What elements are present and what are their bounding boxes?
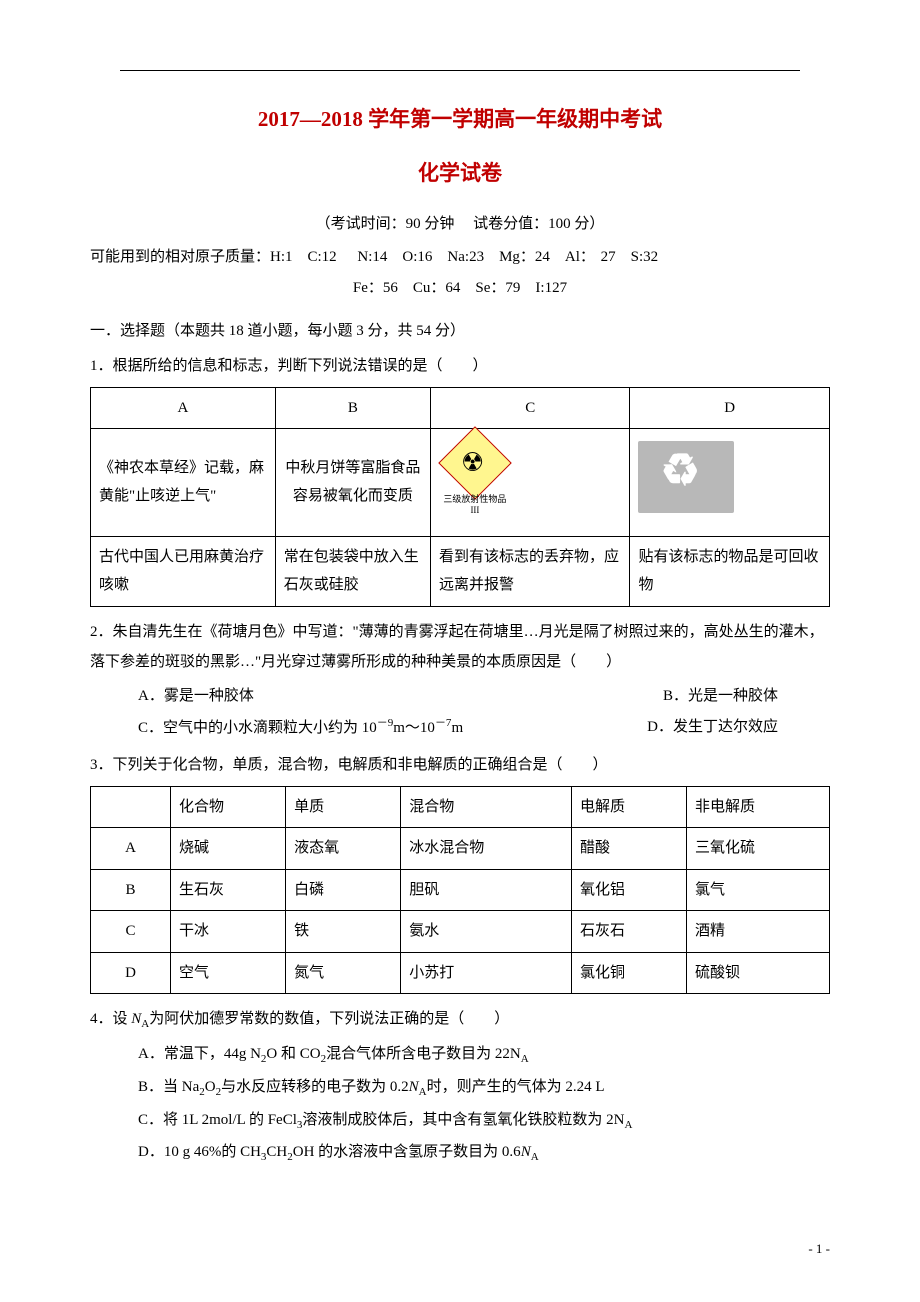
q1-header-D: D	[630, 387, 830, 429]
cell: 冰水混合物	[401, 828, 572, 870]
q3-D-lab: D	[91, 952, 171, 994]
q3-h0	[91, 786, 171, 828]
q3-h2: 单质	[286, 786, 401, 828]
table-row: A B C D	[91, 387, 830, 429]
q1-header-C: C	[430, 387, 630, 429]
q2-optD: D．发生丁达尔效应	[647, 714, 778, 742]
q4-optD: D．10 g 46%的 CH3CH2OH 的水溶液中含氢原子数目为 0.6NA	[138, 1139, 830, 1168]
cell: 液态氧	[286, 828, 401, 870]
q1-r1-B: 中秋月饼等富脂食品容易被氧化而变质	[275, 429, 430, 537]
q3-h5: 非电解质	[687, 786, 830, 828]
q2-optC: C．空气中的小水滴颗粒大小约为 10－9m～10－7m	[138, 714, 463, 742]
q3-h4: 电解质	[571, 786, 686, 828]
q2-opts-AB: A．雾是一种胶体 B．光是一种胶体	[138, 683, 830, 710]
cell: 氨水	[401, 911, 572, 953]
q3-table: 化合物 单质 混合物 电解质 非电解质 A 烧碱 液态氧 冰水混合物 醋酸 三氧…	[90, 786, 830, 995]
q3-B-lab: B	[91, 869, 171, 911]
table-row: D 空气 氮气 小苏打 氯化铜 硫酸钡	[91, 952, 830, 994]
q1-table: A B C D 《神农本草经》记载，麻黄能"止咳逆上气" 中秋月饼等富脂食品容易…	[90, 387, 830, 607]
radioactive-icon: 三级放射性物品 III	[439, 435, 511, 519]
q1-header-B: B	[275, 387, 430, 429]
q2-optA: A．雾是一种胶体	[138, 683, 254, 710]
q3-h1: 化合物	[171, 786, 286, 828]
q1-r1-A: 《神农本草经》记载，麻黄能"止咳逆上气"	[91, 429, 276, 537]
table-row: B 生石灰 白磷 胆矾 氧化铝 氯气	[91, 869, 830, 911]
cell: 氯化铜	[571, 952, 686, 994]
q4-optA: A．常温下，44g N2O 和 CO2混合气体所含电子数目为 22NA	[138, 1041, 830, 1070]
q1-r2-B: 常在包装袋中放入生石灰或硅胶	[275, 536, 430, 606]
q1-r1-C: 三级放射性物品 III	[430, 429, 630, 537]
table-row: A 烧碱 液态氧 冰水混合物 醋酸 三氧化硫	[91, 828, 830, 870]
q4-optC: C．将 1L 2mol/L 的 FeCl3溶液制成胶体后，其中含有氢氧化铁胶粒数…	[138, 1107, 830, 1136]
cell: 酒精	[687, 911, 830, 953]
sub-title: 化学试卷	[90, 155, 830, 193]
q3-A-lab: A	[91, 828, 171, 870]
table-row: 化合物 单质 混合物 电解质 非电解质	[91, 786, 830, 828]
q1-r2-D: 贴有该标志的物品是可回收物	[630, 536, 830, 606]
q3-stem: 3．下列关于化合物，单质，混合物，电解质和非电解质的正确组合是（ ）	[90, 750, 830, 780]
q2-stem: 2．朱自清先生在《荷塘月色》中写道："薄薄的青雾浮起在荷塘里…月光是隔了树照过来…	[90, 617, 830, 677]
q3-h3: 混合物	[401, 786, 572, 828]
main-title: 2017—2018 学年第一学期高一年级期中考试	[90, 101, 830, 139]
q1-r2-C: 看到有该标志的丢弃物，应远离并报警	[430, 536, 630, 606]
q2-optB: B．光是一种胶体	[663, 683, 778, 710]
cell: 醋酸	[571, 828, 686, 870]
cell: 氯气	[687, 869, 830, 911]
cell: 小苏打	[401, 952, 572, 994]
table-row: C 干冰 铁 氨水 石灰石 酒精	[91, 911, 830, 953]
cell: 胆矾	[401, 869, 572, 911]
page-number: - 1 -	[808, 1237, 830, 1260]
q1-stem: 1．根据所给的信息和标志，判断下列说法错误的是（ ）	[90, 351, 830, 381]
atomic-mass-line1: 可能用到的相对原子质量：H:1 C:12 N:14 O:16 Na:23 Mg：…	[90, 244, 830, 271]
cell: 三氧化硫	[687, 828, 830, 870]
table-row: 《神农本草经》记载，麻黄能"止咳逆上气" 中秋月饼等富脂食品容易被氧化而变质 三…	[91, 429, 830, 537]
cell: 干冰	[171, 911, 286, 953]
q1-r1-D: ♻	[630, 429, 830, 537]
radio-label-2: III	[439, 502, 511, 519]
q1-r2-A: 古代中国人已用麻黄治疗咳嗽	[91, 536, 276, 606]
cell: 硫酸钡	[687, 952, 830, 994]
cell: 白磷	[286, 869, 401, 911]
table-row: 古代中国人已用麻黄治疗咳嗽 常在包装袋中放入生石灰或硅胶 看到有该标志的丢弃物，…	[91, 536, 830, 606]
cell: 烧碱	[171, 828, 286, 870]
cell: 铁	[286, 911, 401, 953]
exam-info: （考试时间：90 分钟 试卷分值：100 分）	[90, 211, 830, 238]
cell: 空气	[171, 952, 286, 994]
recycle-icon: ♻	[638, 441, 734, 513]
cell: 氮气	[286, 952, 401, 994]
q3-C-lab: C	[91, 911, 171, 953]
cell: 石灰石	[571, 911, 686, 953]
q4-stem: 4．设 NA为阿伏加德罗常数的数值，下列说法正确的是（ ）	[90, 1004, 830, 1035]
section-heading: 一．选择题（本题共 18 道小题，每小题 3 分，共 54 分）	[90, 318, 830, 345]
q4-optB: B．当 Na2O2与水反应转移的电子数为 0.2NA时，则产生的气体为 2.24…	[138, 1074, 830, 1103]
cell: 氧化铝	[571, 869, 686, 911]
cell: 生石灰	[171, 869, 286, 911]
atomic-mass-line2: Fe：56 Cu：64 Se：79 I:127	[90, 275, 830, 302]
header-rule	[120, 70, 800, 71]
q2-opts-CD: C．空气中的小水滴颗粒大小约为 10－9m～10－7m D．发生丁达尔效应	[138, 714, 830, 742]
q1-header-A: A	[91, 387, 276, 429]
